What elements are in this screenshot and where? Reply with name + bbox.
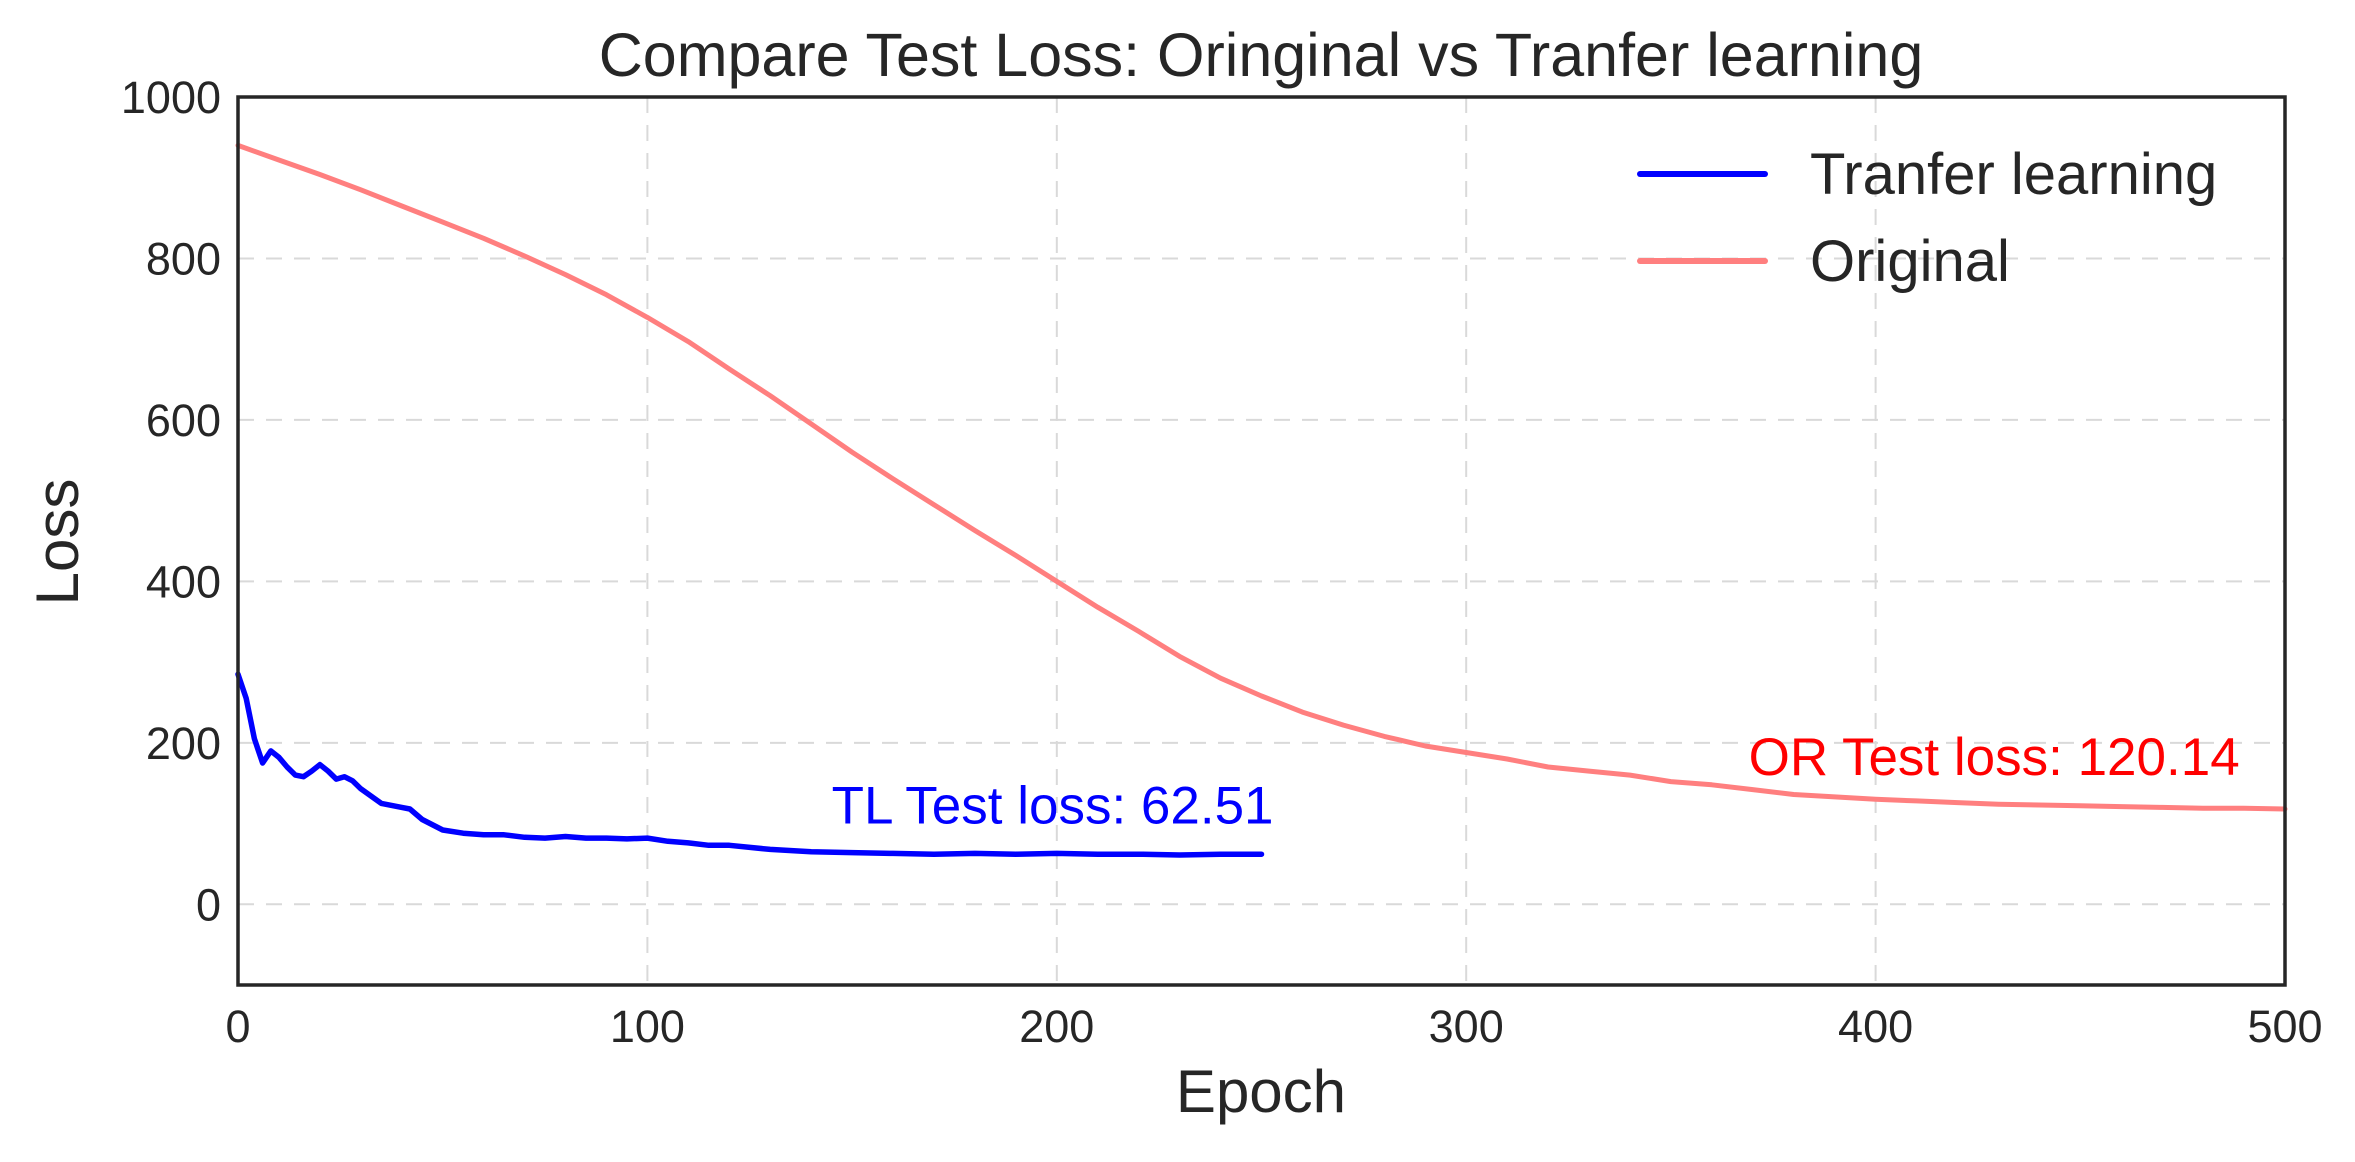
legend: Tranfer learning Original: [1637, 142, 2217, 294]
y-tick-label: 1000: [121, 72, 221, 123]
series-line-original: [235, 142, 2288, 812]
chart-title: Compare Test Loss: Oringinal vs Tranfer …: [599, 21, 1924, 89]
y-tick-label: 400: [146, 556, 221, 607]
series-lines: [235, 142, 2288, 858]
annotation-label: TL Test loss: 62.51: [832, 777, 1274, 836]
plot-frame: [236, 95, 2287, 987]
x-tick-label: 400: [1838, 1001, 1913, 1052]
series-line-tranfer-learning: [235, 671, 1265, 858]
y-tick-label: 600: [146, 395, 221, 446]
x-tick-label: 200: [1019, 1001, 1094, 1052]
grid-lines: [238, 97, 2285, 985]
y-tick-label: 200: [146, 718, 221, 769]
x-tick-label: 100: [610, 1001, 685, 1052]
annotations: TL Test loss: 62.51 OR Test loss: 120.14: [832, 728, 2240, 835]
tick-labels: 0 100 200 300 400 500 0 200 400 600 800 1000: [121, 72, 2323, 1052]
legend-label: Original: [1810, 229, 2010, 294]
x-tick-label: 300: [1429, 1001, 1504, 1052]
annotation-label: OR Test loss: 120.14: [1749, 728, 2240, 787]
x-axis-title: Epoch: [1176, 1058, 1346, 1125]
x-tick-label: 500: [2247, 1001, 2322, 1052]
x-tick-label: 0: [225, 1001, 250, 1052]
y-tick-label: 800: [146, 233, 221, 284]
y-axis-title: Loss: [24, 479, 91, 606]
legend-label: Tranfer learning: [1810, 142, 2217, 207]
y-tick-label: 0: [196, 879, 221, 930]
